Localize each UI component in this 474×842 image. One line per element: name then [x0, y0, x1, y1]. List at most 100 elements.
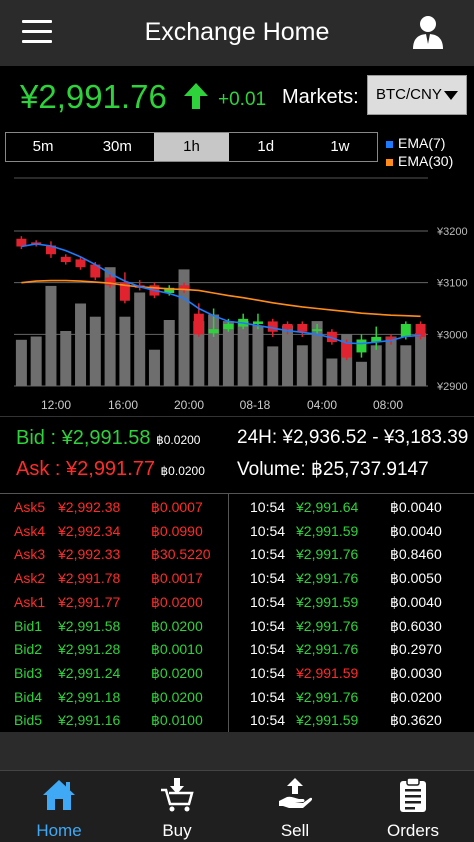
column-divider: [228, 493, 229, 732]
trade-price: ¥2,991.59: [296, 593, 359, 610]
volume-bar: [385, 336, 397, 386]
nav-home[interactable]: Home: [0, 771, 118, 842]
candle-body: [45, 245, 56, 255]
orderbook-price: ¥2,992.33: [58, 546, 121, 563]
candle-body: [326, 331, 337, 343]
trade-price: ¥2,991.76: [296, 546, 359, 563]
candlestick-chart: ¥3200 ¥3100 ¥3000 ¥2900 12:00 16:00 20:00 08-18…: [14, 177, 468, 412]
trade-time: 10:54: [250, 664, 286, 681]
orderbook-price: ¥2,991.58: [58, 617, 121, 634]
trade-price: ¥2,991.76: [296, 617, 359, 634]
divider: [0, 493, 474, 494]
candle-body: [90, 264, 101, 278]
bid-price: Bid : ¥2,991.58 ฿0.0200: [16, 427, 201, 449]
price-chart: ¥3200 ¥3100 ¥3000 ¥2900 12:00 16:00 20:00 08-18…: [0, 126, 474, 416]
orderbook-qty: ฿0.0990: [151, 522, 203, 539]
trade-time: 10:54: [250, 593, 286, 610]
volume-bar: [30, 336, 42, 386]
nav-buy[interactable]: Buy: [118, 771, 236, 842]
trade-price: ¥2,991.76: [296, 641, 359, 658]
candle-body: [267, 321, 278, 332]
spacer: [0, 732, 474, 770]
user-profile-icon[interactable]: [411, 14, 445, 50]
market-stats: Bid : ¥2,991.58 ฿0.0200 Ask : ¥2,991.77 …: [0, 418, 474, 492]
candle-body: [371, 336, 382, 343]
volume-24h: Volume: ฿25,737.9147: [237, 459, 429, 480]
x-tick-label: 04:00: [307, 398, 337, 412]
range-24h: 24H: ¥2,936.52 - ¥3,183.39: [237, 427, 469, 448]
orderbook-price: ¥2,991.28: [58, 641, 121, 658]
candle-body: [341, 342, 352, 358]
bid-qty: ฿0.0200: [156, 433, 201, 447]
up-arrow-icon: [184, 83, 208, 109]
volume-bar: [252, 325, 264, 386]
trade-price: ¥2,991.59: [296, 522, 359, 539]
x-tick-label: 12:00: [41, 398, 71, 412]
nav-orders[interactable]: Orders: [354, 771, 472, 842]
volume-bar: [370, 345, 382, 386]
candle-body: [356, 339, 367, 353]
volume-bar: [222, 321, 234, 386]
tab-1h[interactable]: 1h: [154, 133, 229, 161]
orderbook-name: Bid1: [14, 617, 43, 634]
y-tick-label: ¥3100: [436, 278, 468, 290]
orderbook-name: Ask3: [14, 546, 46, 563]
markets-label: Markets:: [282, 86, 359, 108]
orderbook-name: Bid3: [14, 664, 43, 681]
volume-bar: [267, 346, 279, 386]
trade-time: 10:54: [250, 641, 286, 658]
candle-body: [312, 329, 323, 332]
orderbook-name: Ask2: [14, 570, 46, 587]
buy-cart-icon: [161, 778, 194, 812]
candle-body: [164, 287, 175, 293]
y-tick-label: ¥2900: [436, 381, 468, 393]
price-change: +0.01: [218, 89, 267, 110]
orders-clipboard-icon: [400, 777, 426, 812]
ema30-line: [21, 279, 421, 318]
volume-bar: [75, 303, 87, 386]
divider: [0, 416, 474, 417]
candle-body: [400, 324, 411, 337]
trade-qty: ฿0.0030: [390, 664, 442, 681]
tab-1w[interactable]: 1w: [330, 138, 350, 155]
ask-price: Ask : ¥2,991.77 ฿0.0200: [16, 458, 205, 480]
trade-qty: ฿0.0040: [390, 593, 442, 610]
x-tick-label: 08:00: [373, 398, 403, 412]
trade-price: ¥2,991.59: [296, 664, 359, 681]
volume-bar: [208, 314, 220, 386]
candle-body: [60, 256, 71, 262]
volume-bar: [311, 321, 323, 386]
candle-body: [415, 324, 426, 337]
volume-bar: [89, 316, 101, 386]
trade-time: 10:54: [250, 617, 286, 634]
candle-body: [282, 324, 293, 330]
trade-time: 10:54: [250, 546, 286, 563]
orderbook-name: Bid2: [14, 641, 43, 658]
volume-bar: [119, 316, 131, 386]
market-select-value: BTC/CNY: [376, 86, 442, 103]
trade-qty: ฿0.2970: [390, 641, 442, 658]
tab-1d[interactable]: 1d: [257, 138, 275, 155]
orderbook-price: ¥2,991.77: [58, 593, 121, 610]
orderbook-qty: ฿0.0200: [151, 593, 203, 610]
x-tick-label: 08-18: [240, 398, 271, 412]
volume-bar: [237, 321, 249, 386]
candle-body: [193, 313, 204, 335]
orderbook-qty: ฿0.0100: [151, 712, 203, 729]
market-select[interactable]: BTC/CNY: [367, 75, 467, 115]
orderbook-name: Ask5: [14, 499, 46, 515]
candle-body: [105, 277, 116, 286]
orderbook-name: Ask1: [14, 593, 46, 610]
home-icon: [43, 780, 75, 810]
menu-icon[interactable]: [22, 20, 52, 44]
trade-time: 10:54: [250, 712, 286, 729]
nav-sell[interactable]: Sell: [236, 771, 354, 842]
tab-5m[interactable]: 5m: [32, 138, 54, 155]
orderbook-price: ¥2,991.16: [58, 712, 121, 729]
bottom-nav: Home Buy Sell Orders: [0, 770, 474, 842]
tab-30m[interactable]: 30m: [102, 138, 132, 155]
chevron-down-icon: [444, 91, 458, 100]
orderbook-price: ¥2,992.34: [58, 522, 121, 539]
y-tick-label: ¥3200: [436, 226, 468, 238]
ema7-line: [21, 243, 421, 345]
